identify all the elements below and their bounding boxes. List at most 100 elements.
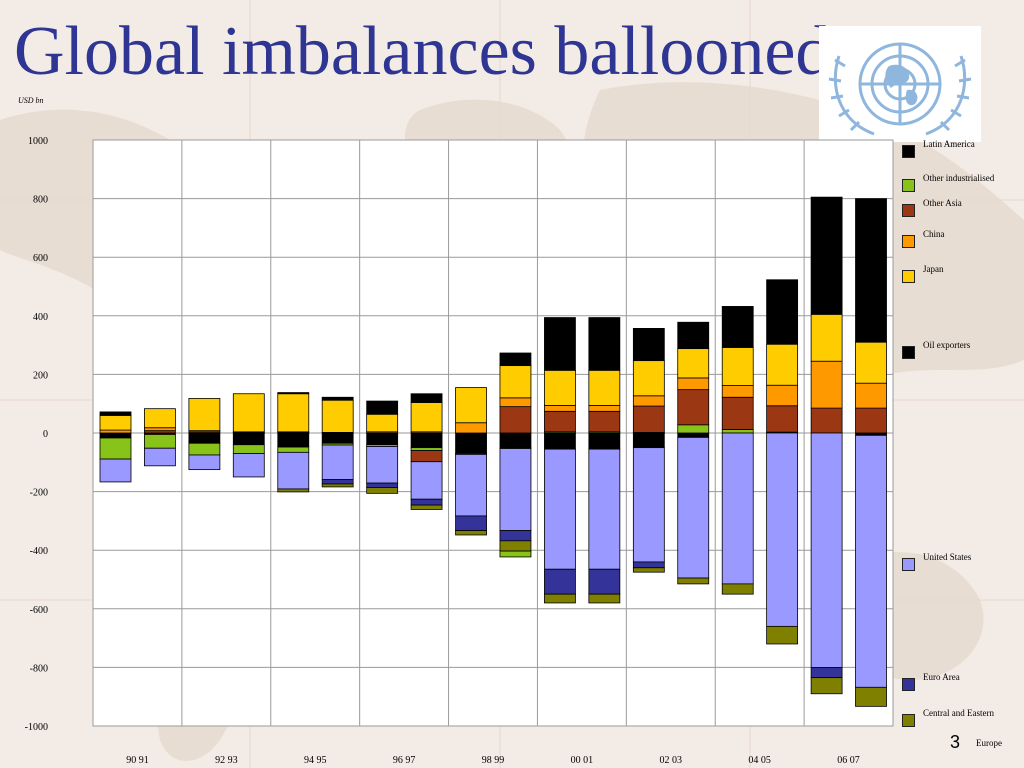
bar-segment — [810, 407, 843, 434]
bar-segment — [321, 444, 354, 480]
bar-segment — [366, 446, 399, 484]
bar-segment — [632, 405, 665, 433]
bar-segment — [99, 432, 132, 439]
bar-segment — [321, 396, 354, 401]
bar-segment — [366, 400, 399, 415]
bar-segment — [766, 384, 799, 407]
unit-label: USD bn — [18, 96, 44, 105]
bar-segment — [588, 568, 621, 595]
bar-segment — [188, 398, 221, 432]
bar-segment — [677, 348, 710, 379]
bar-segment — [810, 360, 843, 409]
bar-segment — [677, 389, 710, 426]
bar-segment — [499, 432, 532, 449]
bar-segment — [410, 432, 443, 449]
x-tick-label: 94 95 — [304, 755, 327, 766]
x-tick-label: 06 07 — [837, 755, 860, 766]
legend-swatch — [902, 346, 915, 359]
y-tick-label: -400 — [30, 546, 48, 557]
legend-swatch — [902, 204, 915, 217]
bar-segment — [366, 413, 399, 433]
bar-segment — [321, 483, 354, 488]
y-tick-label: -800 — [30, 663, 48, 674]
bar-segment — [544, 369, 576, 406]
bar-segment — [855, 686, 887, 707]
bar-segment — [810, 313, 843, 362]
x-tick-label: 98 99 — [482, 755, 505, 766]
legend-label-europe: Europe — [976, 738, 1002, 748]
bar-segment — [455, 432, 487, 454]
bar-segment — [499, 365, 532, 399]
bar-segment — [99, 415, 132, 431]
bar-segment — [855, 341, 887, 384]
legend-swatch — [902, 678, 915, 691]
bar-segment — [410, 504, 443, 510]
x-tick-label: 04 05 — [748, 755, 771, 766]
y-tick-label: 400 — [33, 312, 48, 323]
bar-segment — [499, 448, 532, 531]
bar-segment — [544, 317, 576, 371]
bar-segment — [410, 461, 443, 500]
bar-segment — [321, 399, 354, 433]
legend-swatch — [902, 179, 915, 192]
bar-segment — [499, 540, 532, 552]
bar-segment — [499, 352, 532, 367]
legend-label: Oil exporters — [923, 340, 971, 350]
bar-segment — [99, 458, 132, 483]
bar-segment — [188, 432, 221, 444]
y-tick-label: 0 — [43, 429, 48, 440]
bar-segment — [277, 488, 310, 493]
bar-segment — [232, 444, 265, 454]
bar-segment — [143, 434, 176, 449]
bar-segment — [632, 360, 665, 397]
bar-segment — [544, 432, 576, 450]
legend-label: United States — [923, 552, 972, 562]
bar-segment — [766, 279, 799, 345]
bar-segment — [366, 432, 399, 446]
bar-segment — [721, 583, 754, 595]
bar-segment — [632, 561, 665, 569]
legend-label: Latin America — [923, 139, 975, 149]
bar-segment — [588, 405, 621, 412]
bar-segment — [455, 530, 487, 536]
bar-segment — [588, 432, 621, 450]
bar-segment — [321, 479, 354, 485]
bar-segment — [455, 387, 487, 424]
legend-label: Other industrialised — [923, 173, 995, 183]
bar-segment — [544, 593, 576, 604]
bar-segment — [99, 411, 132, 416]
legend-swatch — [902, 714, 915, 727]
bar-segment — [410, 447, 443, 451]
bar-segment — [588, 593, 621, 604]
un-emblem-icon — [819, 26, 981, 142]
bar-segment — [544, 568, 576, 595]
bar-segment — [99, 429, 132, 434]
legend-label: Other Asia — [923, 198, 962, 208]
bar-segment — [544, 448, 576, 570]
legend-label: China — [923, 229, 945, 239]
x-tick-label: 02 03 — [660, 755, 683, 766]
bar-segment — [810, 677, 843, 695]
bar-segment — [677, 432, 710, 438]
legend-swatch — [902, 558, 915, 571]
bar-segment — [499, 406, 532, 434]
bar-segment — [232, 432, 265, 446]
bar-segment — [232, 393, 265, 433]
bar-segment — [499, 397, 532, 408]
bar-segment — [188, 442, 221, 456]
bar-segment — [677, 436, 710, 579]
bar-segment — [143, 447, 176, 467]
bar-segment — [321, 432, 354, 444]
bar-segment — [99, 437, 132, 460]
bar-segment — [632, 395, 665, 407]
bar-segment — [188, 454, 221, 471]
bar-segment — [455, 453, 487, 517]
legend-swatch — [902, 270, 915, 283]
bar-segment — [632, 447, 665, 563]
bar-segment — [544, 405, 576, 412]
legend-swatch — [902, 235, 915, 248]
bar-segment — [232, 453, 265, 478]
bar-segment — [410, 393, 443, 403]
bar-segment — [632, 567, 665, 573]
